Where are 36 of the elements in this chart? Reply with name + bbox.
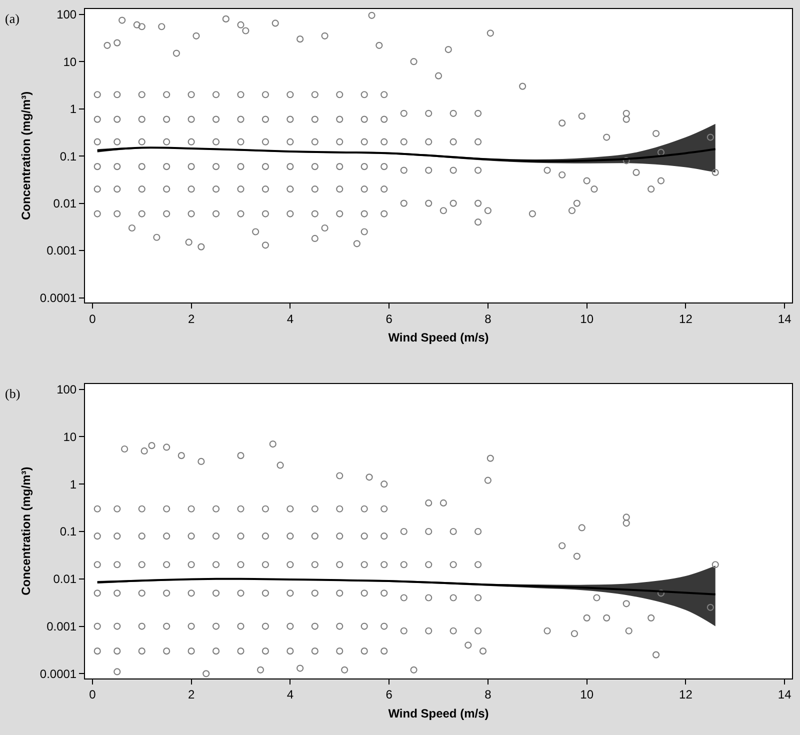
x-tick-label: 12 bbox=[679, 312, 693, 326]
x-axis-title: Wind Speed (m/s) bbox=[388, 330, 489, 345]
y-tick-label: 10 bbox=[63, 54, 77, 69]
x-tick-label: 14 bbox=[778, 688, 792, 702]
y-tick-label: 0.1 bbox=[60, 149, 77, 164]
x-tick-label: 14 bbox=[778, 312, 792, 326]
text: (a) bbox=[5, 11, 20, 26]
y-tick-label: 100 bbox=[56, 8, 77, 22]
y-tick-label: 0.0001 bbox=[40, 666, 77, 681]
y-tick-label: 0.001 bbox=[46, 619, 77, 634]
x-axis-title: Wind Speed (m/s) bbox=[388, 706, 489, 721]
y-tick-label: 1 bbox=[70, 477, 77, 492]
x-tick-label: 6 bbox=[386, 688, 393, 702]
x-tick-label: 4 bbox=[286, 688, 294, 702]
y-tick-label: 10 bbox=[63, 430, 77, 444]
x-tick-label: 0 bbox=[89, 312, 96, 326]
y-tick-label: 1 bbox=[70, 102, 77, 116]
y-axis-title: Concentration (mg/m³) bbox=[19, 466, 34, 596]
y-tick-label: 100 bbox=[56, 382, 77, 397]
y-axis-title: Concentration (mg/m³) bbox=[19, 91, 34, 220]
y-tick-label: 0.01 bbox=[53, 572, 77, 586]
y-tick-label: 0.01 bbox=[53, 196, 77, 211]
y-tick-label: 0.1 bbox=[60, 524, 77, 539]
text: (b) bbox=[5, 386, 20, 401]
y-tick-label: 0.0001 bbox=[40, 290, 77, 305]
x-tick-label: 8 bbox=[484, 312, 492, 326]
x-tick-label: 0 bbox=[89, 688, 96, 702]
x-tick-label: 10 bbox=[580, 688, 594, 702]
x-tick-label: 2 bbox=[188, 688, 195, 702]
x-tick-label: 8 bbox=[484, 688, 492, 702]
x-tick-label: 4 bbox=[286, 312, 294, 326]
x-tick-label: 6 bbox=[386, 312, 393, 326]
x-tick-label: 2 bbox=[188, 312, 195, 326]
y-tick-label: 0.001 bbox=[46, 244, 77, 258]
x-tick-label: 10 bbox=[580, 312, 594, 326]
x-tick-label: 12 bbox=[679, 688, 693, 702]
